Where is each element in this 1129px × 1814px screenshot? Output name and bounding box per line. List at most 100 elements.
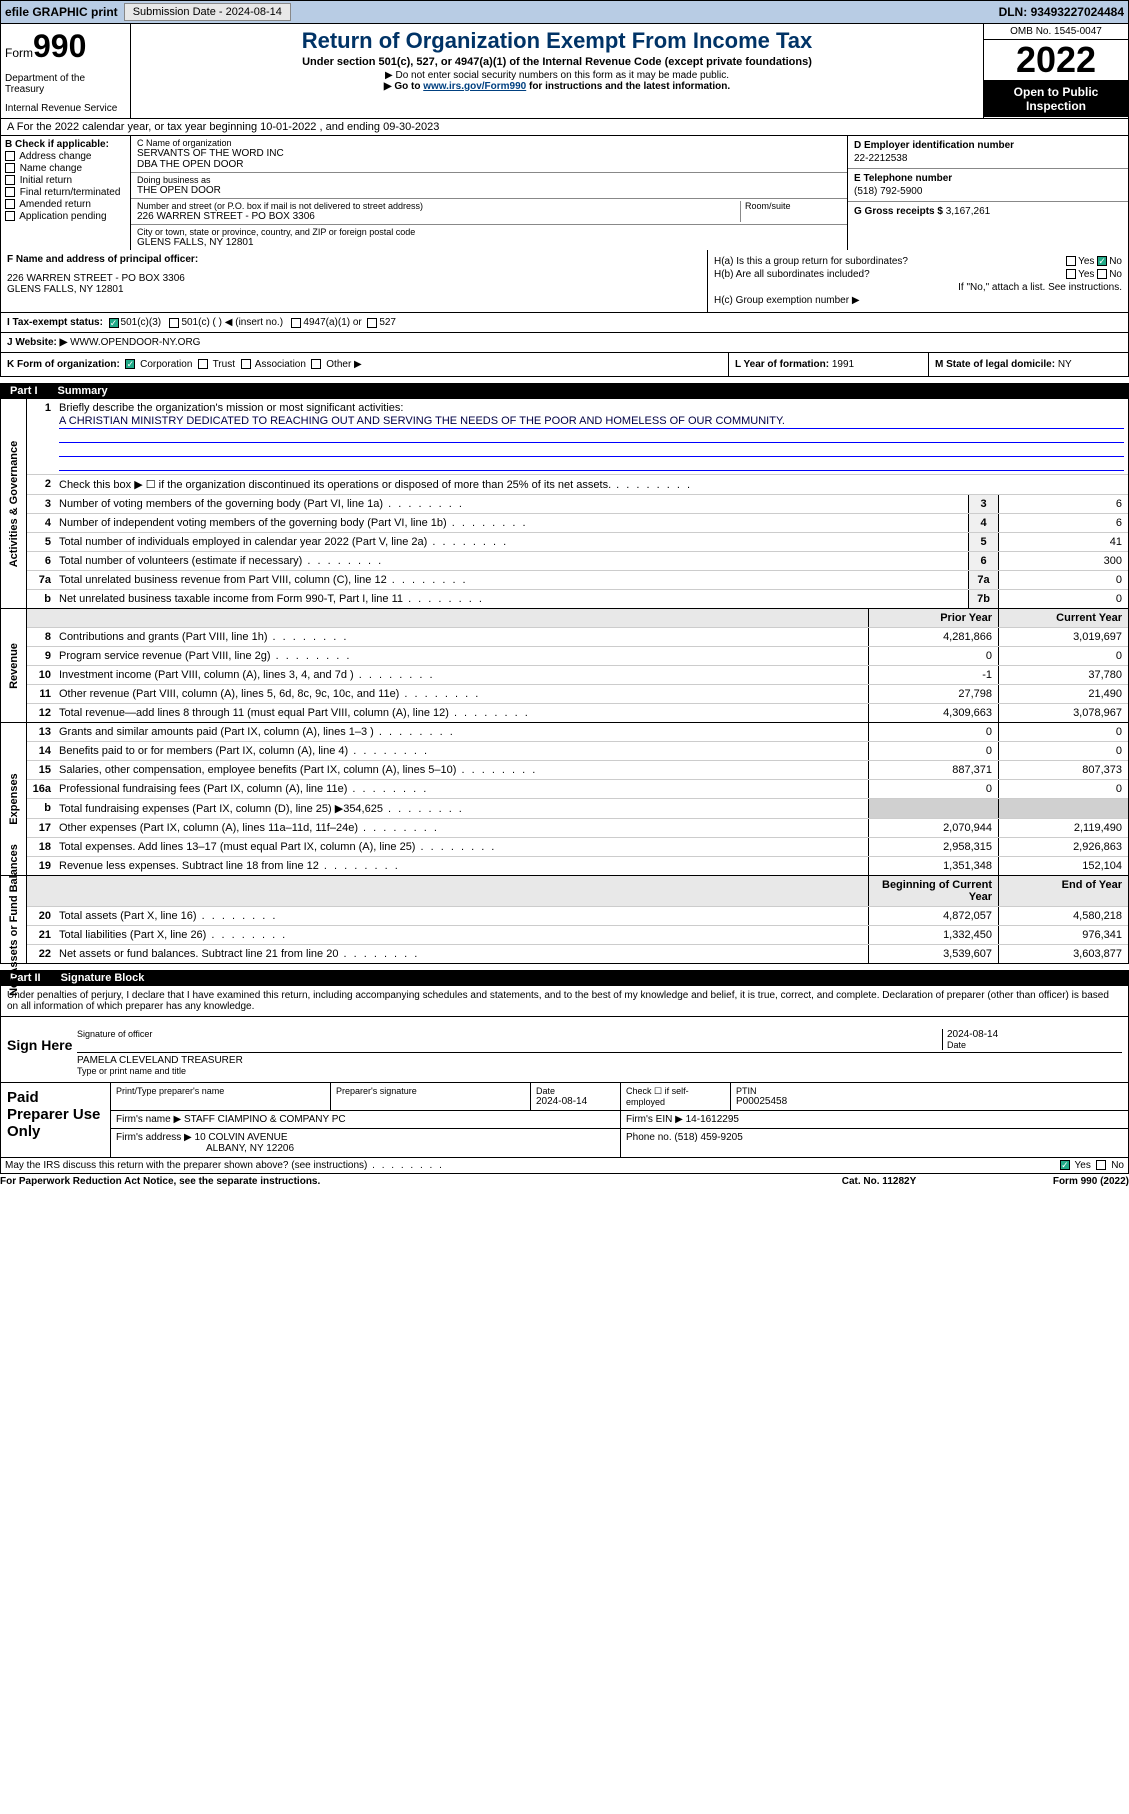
- org-name2: DBA THE OPEN DOOR: [137, 159, 841, 170]
- website-value: WWW.OPENDOOR-NY.ORG: [70, 337, 200, 348]
- sign-here-block: Sign Here Signature of officer 2024-08-1…: [0, 1017, 1129, 1083]
- tax-year: 2022: [984, 40, 1128, 80]
- checkbox[interactable]: [5, 199, 15, 209]
- penalties-text: Under penalties of perjury, I declare th…: [0, 986, 1129, 1017]
- paperwork-notice: For Paperwork Reduction Act Notice, see …: [0, 1174, 1129, 1189]
- discuss-no-check[interactable]: [1096, 1160, 1106, 1170]
- dba-label: Doing business as: [137, 175, 841, 185]
- other-check[interactable]: [311, 359, 321, 369]
- org-name-label: C Name of organization: [137, 138, 841, 148]
- city-label: City or town, state or province, country…: [137, 227, 841, 237]
- data-row: 11Other revenue (Part VIII, column (A), …: [27, 685, 1128, 704]
- gross-label: G Gross receipts $: [854, 206, 943, 217]
- form-subtitle: Under section 501(c), 527, or 4947(a)(1)…: [139, 56, 975, 68]
- data-row: 13Grants and similar amounts paid (Part …: [27, 723, 1128, 742]
- block-b-c-d: B Check if applicable: Address change Na…: [0, 136, 1129, 250]
- checkbox[interactable]: [5, 151, 15, 161]
- ha-no-check[interactable]: [1097, 256, 1107, 266]
- 501c-check[interactable]: [169, 318, 179, 328]
- hc-label: H(c) Group exemption number ▶: [714, 295, 860, 306]
- data-row: 18Total expenses. Add lines 13–17 (must …: [27, 838, 1128, 857]
- data-row: 15Salaries, other compensation, employee…: [27, 761, 1128, 780]
- efile-label: efile GRAPHIC print: [5, 5, 118, 19]
- submission-date-btn[interactable]: Submission Date - 2024-08-14: [124, 3, 291, 21]
- vlabel-revenue: Revenue: [8, 643, 20, 689]
- officer-addr1: 226 WARREN STREET - PO BOX 3306: [7, 273, 701, 284]
- curr-year-hdr: Current Year: [998, 609, 1128, 627]
- discuss-yes-check[interactable]: [1060, 1160, 1070, 1170]
- part-ii-header: Part II Signature Block: [0, 970, 1129, 986]
- corp-check[interactable]: [125, 359, 135, 369]
- data-row: 12Total revenue—add lines 8 through 11 (…: [27, 704, 1128, 722]
- checkbox[interactable]: [5, 187, 15, 197]
- checkbox[interactable]: [5, 175, 15, 185]
- gov-row: 2Check this box ▶ ☐ if the organization …: [27, 475, 1128, 495]
- firm-addr1: 10 COLVIN AVENUE: [195, 1132, 288, 1143]
- row-a-tax-year: A For the 2022 calendar year, or tax yea…: [0, 119, 1129, 136]
- colb-item: Application pending: [5, 211, 126, 222]
- 4947-check[interactable]: [291, 318, 301, 328]
- form-header: Form990 Department of the Treasury Inter…: [0, 24, 1129, 119]
- sig-officer-label: Signature of officer: [77, 1029, 942, 1039]
- mission-text: A CHRISTIAN MINISTRY DEDICATED TO REACHI…: [59, 414, 1124, 429]
- dept-treasury: Department of the Treasury: [5, 73, 126, 95]
- year-formation: 1991: [832, 359, 854, 370]
- data-row: 20Total assets (Part X, line 16)4,872,05…: [27, 907, 1128, 926]
- firm-phone: (518) 459-9205: [674, 1132, 742, 1143]
- vlabel-expenses: Expenses: [8, 773, 20, 824]
- col-f-officer: F Name and address of principal officer:…: [1, 250, 708, 312]
- colb-item: Amended return: [5, 199, 126, 210]
- row-k-formation: K Form of organization: Corporation Trus…: [0, 353, 1129, 377]
- street-value: 226 WARREN STREET - PO BOX 3306: [137, 211, 736, 222]
- data-row: 14Benefits paid to or for members (Part …: [27, 742, 1128, 761]
- hb-no-check[interactable]: [1097, 269, 1107, 279]
- gov-row: bNet unrelated business taxable income f…: [27, 590, 1128, 608]
- row-i-tax-status: I Tax-exempt status: 501(c)(3) 501(c) ( …: [0, 313, 1129, 333]
- vlabel-governance: Activities & Governance: [8, 440, 20, 567]
- gross-value: 3,167,261: [946, 206, 991, 217]
- discuss-row: May the IRS discuss this return with the…: [0, 1158, 1129, 1174]
- end-year-hdr: End of Year: [998, 876, 1128, 906]
- col-c-org-info: C Name of organization SERVANTS OF THE W…: [131, 136, 848, 250]
- hb-label: H(b) Are all subordinates included?: [714, 269, 914, 280]
- colb-item: Address change: [5, 151, 126, 162]
- hb-yes-check[interactable]: [1066, 269, 1076, 279]
- phone-value: (518) 792-5900: [854, 186, 1122, 197]
- checkbox[interactable]: [5, 163, 15, 173]
- section-expenses: Expenses 13Grants and similar amounts pa…: [0, 723, 1129, 876]
- irs-link[interactable]: www.irs.gov/Form990: [423, 81, 526, 92]
- dln: DLN: 93493227024484: [999, 5, 1124, 19]
- colb-item: Initial return: [5, 175, 126, 186]
- 501c3-check[interactable]: [109, 318, 119, 328]
- data-row: 21Total liabilities (Part X, line 26)1,3…: [27, 926, 1128, 945]
- ha-yes-check[interactable]: [1066, 256, 1076, 266]
- gov-row: 4Number of independent voting members of…: [27, 514, 1128, 533]
- q1-text: Briefly describe the organization's miss…: [59, 402, 1124, 414]
- checkbox[interactable]: [5, 211, 15, 221]
- ptin-value: P00025458: [736, 1096, 1123, 1107]
- gov-row: 3Number of voting members of the governi…: [27, 495, 1128, 514]
- data-row: 9Program service revenue (Part VIII, lin…: [27, 647, 1128, 666]
- prior-year-hdr: Prior Year: [868, 609, 998, 627]
- ein-value: 22-2212538: [854, 153, 1122, 164]
- gov-row: 7aTotal unrelated business revenue from …: [27, 571, 1128, 590]
- row-j-website: J Website: ▶ WWW.OPENDOOR-NY.ORG: [0, 333, 1129, 353]
- prep-date: 2024-08-14: [536, 1096, 615, 1107]
- self-emp-check: Check ☐ if self-employed: [621, 1083, 731, 1110]
- colb-item: Final return/terminated: [5, 187, 126, 198]
- data-row: 8Contributions and grants (Part VIII, li…: [27, 628, 1128, 647]
- block-f-h: F Name and address of principal officer:…: [0, 250, 1129, 313]
- firm-name: STAFF CIAMPINO & COMPANY PC: [184, 1114, 346, 1125]
- street-label: Number and street (or P.O. box if mail i…: [137, 201, 736, 211]
- hb-note: If "No," attach a list. See instructions…: [714, 282, 1122, 293]
- assoc-check[interactable]: [241, 359, 251, 369]
- omb-number: OMB No. 1545-0047: [984, 24, 1128, 40]
- vlabel-net-assets: Net Assets or Fund Balances: [8, 844, 20, 996]
- phone-label: E Telephone number: [854, 173, 1122, 184]
- form-link-note: ▶ Go to www.irs.gov/Form990 for instruct…: [139, 81, 975, 92]
- top-bar: efile GRAPHIC print Submission Date - 20…: [0, 0, 1129, 24]
- trust-check[interactable]: [198, 359, 208, 369]
- firm-addr2: ALBANY, NY 12206: [206, 1143, 294, 1154]
- cat-no: Cat. No. 11282Y: [779, 1176, 979, 1187]
- 527-check[interactable]: [367, 318, 377, 328]
